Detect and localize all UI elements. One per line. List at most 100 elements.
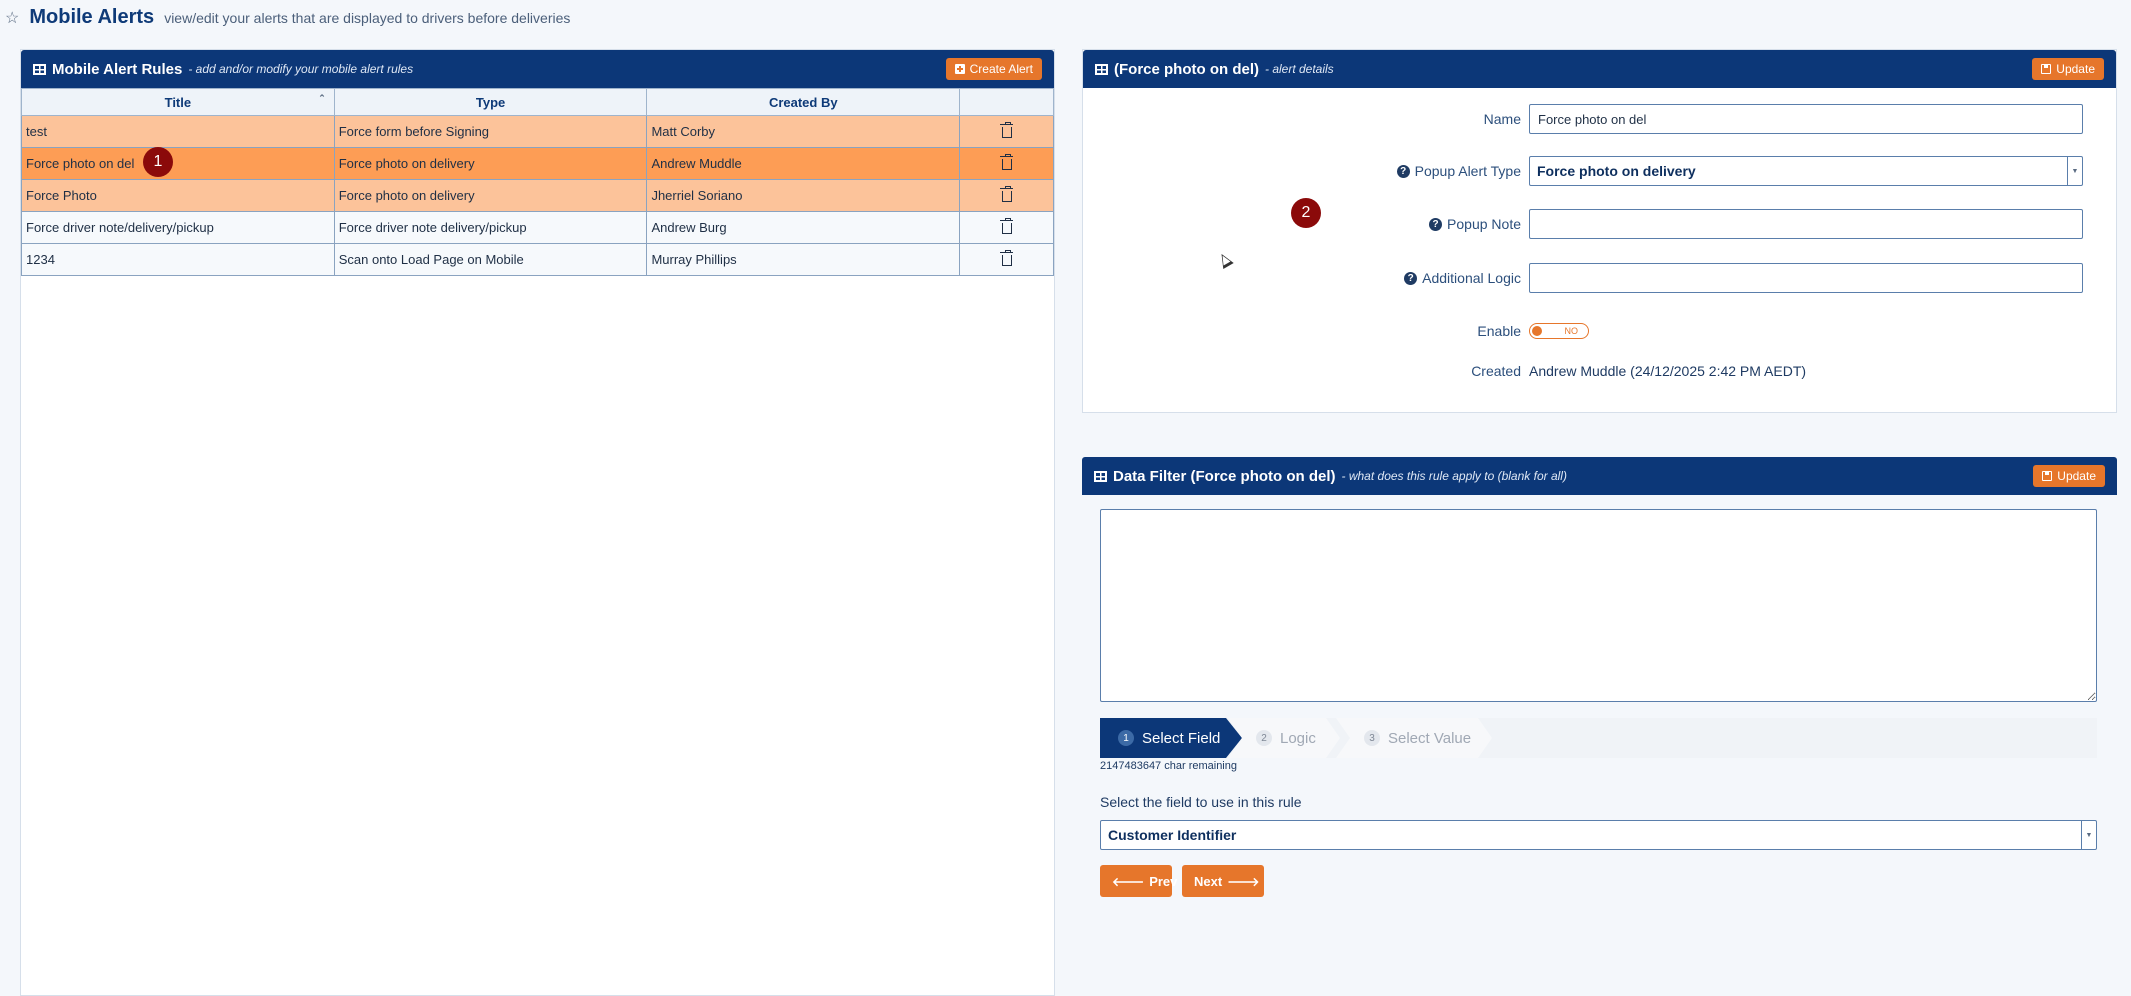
table-icon (33, 63, 46, 75)
chevron-down-icon[interactable]: ▼ (2067, 157, 2082, 185)
popup-note-label: ? Popup Note (1429, 216, 1521, 232)
details-panel-subtitle: - alert details (1264, 62, 1334, 76)
name-label: Name (1483, 111, 1521, 127)
enable-label: Enable (1477, 323, 1521, 339)
sort-icon[interactable]: ⌃ (318, 93, 326, 103)
page-header: ☆ Mobile Alerts view/edit your alerts th… (5, 6, 570, 32)
update-details-button[interactable]: Update (2032, 58, 2104, 80)
trash-icon[interactable] (999, 249, 1013, 266)
arrow-right-icon: 🡒 (1227, 874, 1260, 889)
popup-note-row: ? Popup Note (1083, 208, 2116, 240)
table-row[interactable]: test Force form before Signing Matt Corb… (21, 115, 1054, 148)
filter-textarea[interactable] (1100, 509, 2097, 702)
help-icon[interactable]: ? (1429, 217, 1443, 231)
cell-title[interactable]: Force photo on del (21, 147, 335, 180)
table-row-selected[interactable]: Force photo on del Force photo on delive… (21, 147, 1054, 180)
additional-logic-field[interactable] (1529, 263, 2083, 293)
cell-actions (959, 115, 1054, 148)
trash-icon[interactable] (999, 217, 1013, 234)
popup-type-select[interactable]: Force photo on delivery ▼ (1529, 156, 2083, 186)
cell-created-by[interactable]: Matt Corby (646, 115, 961, 148)
rules-panel-header: Mobile Alert Rules - add and/or modify y… (21, 50, 1054, 88)
arrow-left-icon: 🡐 (1112, 874, 1145, 889)
help-icon[interactable]: ? (1396, 164, 1410, 178)
name-field[interactable] (1529, 104, 2083, 134)
save-icon (2042, 471, 2053, 481)
rules-panel-subtitle: - add and/or modify your mobile alert ru… (188, 62, 414, 76)
cell-type[interactable]: Force photo on delivery (333, 147, 648, 180)
enable-row: Enable NO (1083, 315, 2116, 347)
step-number: 1 (1118, 730, 1134, 746)
prev-button[interactable]: 🡐 Prev (1100, 865, 1177, 897)
popup-type-label: ? Popup Alert Type (1396, 163, 1521, 179)
update-filter-button[interactable]: Update (2033, 465, 2105, 487)
plus-square-icon (954, 64, 965, 74)
cell-created-by[interactable]: Andrew Burg (646, 211, 961, 244)
table-row[interactable]: 1234 Scan onto Load Page on Mobile Murra… (21, 243, 1054, 276)
char-remaining: 2147483647 char remaining (1100, 760, 1237, 772)
trash-icon[interactable] (999, 185, 1013, 202)
page-subtitle: view/edit your alerts that are displayed… (164, 10, 571, 26)
cell-type[interactable]: Force photo on delivery (333, 179, 648, 212)
cell-type[interactable]: Force form before Signing (333, 115, 648, 148)
step-select-value[interactable]: 3 Select Value (1336, 718, 1492, 758)
popup-note-field[interactable] (1529, 209, 2083, 239)
additional-logic-row: ? Additional Logic (1083, 262, 2116, 294)
trash-icon[interactable] (999, 121, 1013, 138)
details-panel-header: (Force photo on del) - alert details Upd… (1083, 50, 2116, 88)
details-panel: (Force photo on del) - alert details Upd… (1082, 49, 2117, 413)
step-logic[interactable]: 2 Logic (1228, 718, 1340, 758)
toggle-knob (1532, 326, 1542, 336)
step-select-field[interactable]: 1 Select Field (1100, 718, 1242, 758)
column-header-title[interactable]: Title ⌃ (21, 88, 335, 116)
details-panel-title: (Force photo on del) (1114, 60, 1259, 78)
toggle-state: NO (1564, 326, 1579, 336)
step-label: Logic (1280, 729, 1316, 747)
name-row: Name (1083, 103, 2116, 135)
step-label: Select Field (1142, 729, 1221, 747)
filter-panel-subtitle: - what does this rule apply to (blank fo… (1341, 469, 1567, 483)
cell-actions (959, 147, 1054, 180)
trash-icon[interactable] (999, 153, 1013, 170)
cell-created-by[interactable]: Murray Phillips (646, 243, 961, 276)
field-select-value: Customer Identifier (1108, 827, 1237, 843)
table-row[interactable]: Force Photo Force photo on delivery Jher… (21, 179, 1054, 212)
created-value: Andrew Muddle (24/12/2025 2:42 PM AEDT) (1529, 363, 1807, 379)
next-button[interactable]: Next 🡒 (1182, 865, 1264, 897)
chevron-down-icon[interactable]: ▼ (2081, 821, 2096, 849)
field-select[interactable]: Customer Identifier ▼ (1100, 820, 2097, 850)
help-icon[interactable]: ? (1404, 271, 1418, 285)
filter-panel-header: Data Filter (Force photo on del) - what … (1082, 457, 2117, 495)
column-header-created-by[interactable]: Created By (646, 88, 961, 116)
annotation-marker-2: 2 (1291, 198, 1321, 228)
update-filter-label: Update (2057, 469, 2096, 483)
table-header-row: Title ⌃ Type Created By (21, 88, 1054, 116)
create-alert-button[interactable]: Create Alert (945, 58, 1042, 80)
table-row[interactable]: Force driver note/delivery/pickup Force … (21, 211, 1054, 244)
cell-title[interactable]: Force Photo (21, 179, 335, 212)
create-alert-label: Create Alert (969, 62, 1033, 76)
cell-created-by[interactable]: Jherriel Soriano (646, 179, 961, 212)
popup-type-value: Force photo on delivery (1537, 163, 1696, 179)
cell-title[interactable]: 1234 (21, 243, 335, 276)
filter-panel: Data Filter (Force photo on del) - what … (1082, 457, 2117, 957)
cell-title[interactable]: test (21, 115, 335, 148)
cell-title[interactable]: Force driver note/delivery/pickup (21, 211, 335, 244)
created-label: Created (1471, 363, 1521, 379)
star-icon[interactable]: ☆ (5, 10, 20, 27)
step-label: Select Value (1388, 729, 1472, 747)
cell-type[interactable]: Scan onto Load Page on Mobile (333, 243, 648, 276)
column-header-actions (959, 88, 1054, 116)
cell-actions (959, 243, 1054, 276)
rules-table: Title ⌃ Type Created By test Force form … (21, 88, 1054, 276)
save-icon (2041, 64, 2052, 74)
update-details-label: Update (2056, 62, 2095, 76)
column-header-type[interactable]: Type (333, 88, 648, 116)
table-icon (1095, 63, 1108, 75)
enable-toggle[interactable]: NO (1529, 323, 1589, 339)
wizard-steps: 1 Select Field 2 Logic 3 Select Value (1100, 718, 2097, 758)
cell-created-by[interactable]: Andrew Muddle (646, 147, 961, 180)
field-prompt: Select the field to use in this rule (1100, 794, 1302, 810)
page-title: Mobile Alerts (29, 6, 155, 28)
cell-type[interactable]: Force driver note delivery/pickup (333, 211, 648, 244)
